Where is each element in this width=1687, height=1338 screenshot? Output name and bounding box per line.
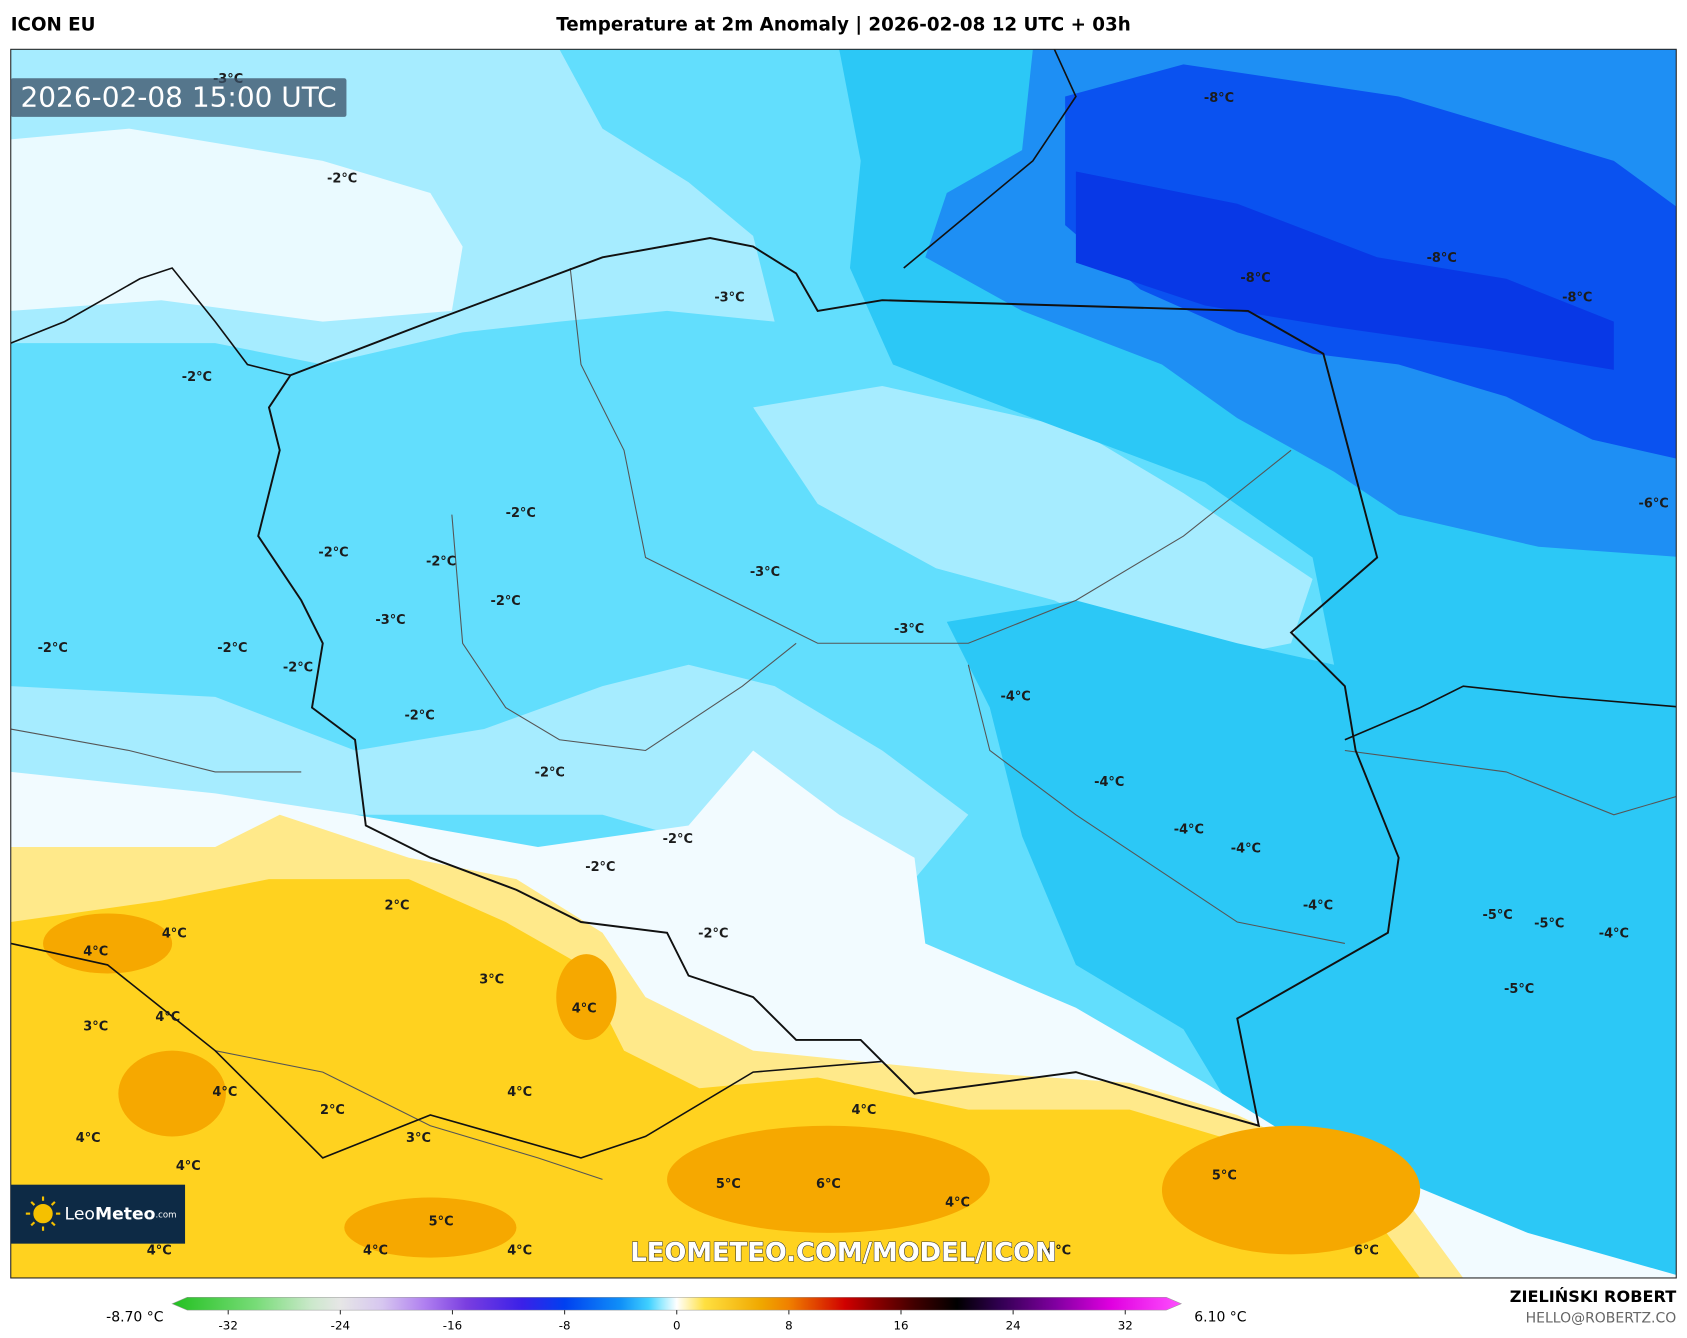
temperature-label: 4°C — [851, 1103, 876, 1118]
temperature-label: -2°C — [327, 172, 357, 187]
temperature-label: 5°C — [1212, 1169, 1237, 1184]
temperature-label: 4°C — [1046, 1244, 1071, 1259]
temperature-label: 4°C — [147, 1244, 172, 1259]
zone-white — [10, 128, 463, 322]
temperature-label: 4°C — [507, 1085, 532, 1100]
temperature-label: -5°C — [1534, 917, 1564, 932]
zone-warmer — [10, 879, 1421, 1278]
temperature-label: -2°C — [283, 660, 313, 675]
temperature-label: -2°C — [217, 641, 247, 656]
temperature-label: -4°C — [1001, 689, 1031, 704]
temperature-label: -5°C — [1504, 982, 1534, 997]
temperature-label: 4°C — [76, 1131, 101, 1146]
map-labels: -3°C -8°C -2°C -3°C -8°C -8°C -8°C -2°C -6°C -2°C… — [38, 72, 1669, 1259]
temperature-label: -2°C — [38, 641, 68, 656]
temperature-label: 4°C — [162, 926, 187, 941]
timestamp-box — [10, 78, 347, 117]
temperature-label: 4°C — [945, 1195, 970, 1210]
temperature-label: -2°C — [182, 370, 212, 385]
temperature-label: -4°C — [1174, 822, 1204, 837]
colorbar-min: -8.70 °C — [106, 1310, 163, 1326]
temperature-label: -8°C — [1204, 91, 1234, 106]
temperature-label: 4°C — [83, 945, 108, 960]
zone-warmest — [43, 913, 1421, 1258]
temperature-label: 6°C — [816, 1177, 841, 1192]
colorbar-tick-label: 16 — [893, 1319, 908, 1333]
colorbar-tick-label: 32 — [1118, 1319, 1133, 1333]
country-border — [10, 942, 883, 1159]
temperature-label: -4°C — [1231, 842, 1261, 857]
country-border — [257, 237, 1400, 1128]
temperature-label: 4°C — [155, 1010, 180, 1025]
colorbar-max: 6.10 °C — [1194, 1310, 1246, 1326]
temperature-label: -2°C — [535, 766, 565, 781]
map: -3°C -8°C -2°C -3°C -8°C -8°C -8°C -2°C -6°C -2°C… — [10, 49, 1677, 1278]
country-border — [1344, 685, 1677, 741]
temperature-label: 6°C — [1354, 1244, 1379, 1259]
temperature-label: 4°C — [212, 1085, 237, 1100]
coastline — [10, 267, 291, 377]
map-title: Temperature at 2m Anomaly | 2026-02-08 1… — [556, 15, 1131, 36]
coastline — [903, 49, 1077, 269]
colorbar-tick-label: 0 — [673, 1319, 681, 1333]
watermark: LEOMETEO.COM/MODEL/ICON — [630, 1238, 1056, 1268]
temperature-label: -2°C — [426, 554, 456, 569]
temperature-label: 5°C — [716, 1177, 741, 1192]
author-name: ZIELIŃSKI ROBERT — [1510, 1287, 1676, 1306]
colorbar-tick-label: 24 — [1006, 1319, 1021, 1333]
temperature-label: -2°C — [491, 594, 521, 609]
temperature-label: -3°C — [750, 565, 780, 580]
temperature-label: -2°C — [404, 709, 434, 724]
colorbar-tick-label: -32 — [219, 1319, 238, 1333]
temperature-label: -8°C — [1240, 271, 1270, 286]
temperature-label: -3°C — [714, 291, 744, 306]
logo-part: Leo — [65, 1205, 95, 1225]
logo-sun — [25, 1196, 61, 1231]
temperature-label: -4°C — [1303, 898, 1333, 913]
temperature-label: -2°C — [506, 506, 536, 521]
colorbar-tick-label: -24 — [331, 1319, 350, 1333]
temperature-label: 4°C — [176, 1159, 201, 1174]
logo-part: .com — [155, 1210, 176, 1220]
temperature-label: 4°C — [363, 1244, 388, 1259]
temperature-label: -5°C — [1483, 908, 1513, 923]
temperature-label: -4°C — [1094, 775, 1124, 790]
temperature-label: 2°C — [320, 1103, 345, 1118]
map-frame — [10, 48, 1677, 1279]
temperature-label: 3°C — [83, 1020, 108, 1035]
region-borders — [10, 267, 1677, 1180]
temperature-label: 3°C — [479, 972, 504, 987]
temperature-label: -2°C — [585, 860, 615, 875]
temperature-label: -4°C — [1599, 926, 1629, 941]
temperature-label: -2°C — [318, 546, 348, 561]
temperature-label: -3°C — [894, 622, 924, 637]
temperature-label: -2°C — [663, 832, 693, 847]
logo-text: LeoMeteo.com — [65, 1205, 177, 1225]
temperature-label: 3°C — [406, 1131, 431, 1146]
colorbar-tick-label: 8 — [785, 1319, 793, 1333]
timestamp: 2026-02-08 15:00 UTC — [20, 81, 336, 114]
temperature-label: -6°C — [1639, 496, 1669, 511]
temperature-label: 4°C — [572, 1001, 597, 1016]
zone-coldest — [1075, 171, 1614, 370]
colorbar-bar — [171, 1296, 1183, 1311]
colorbar: -32 -24 -16 -8 0 8 16 24 32 — [171, 1296, 1183, 1333]
author-email: HELLO@ROBERTZ.CO — [1526, 1311, 1677, 1327]
zone-light — [753, 385, 1313, 665]
temperature-label: 4°C — [507, 1244, 532, 1259]
colorbar-tick-label: -8 — [559, 1319, 571, 1333]
logo-part: Meteo — [95, 1205, 156, 1225]
temperature-label: -8°C — [1562, 291, 1592, 306]
temperature-label: -3°C — [375, 613, 405, 628]
temperature-label: -8°C — [1427, 251, 1457, 266]
temperature-label: 5°C — [429, 1215, 454, 1230]
temperature-label: -2°C — [698, 926, 728, 941]
temperature-label: 2°C — [385, 898, 410, 913]
colorbar-tick-label: -16 — [443, 1319, 462, 1333]
model-name: ICON EU — [11, 15, 96, 36]
